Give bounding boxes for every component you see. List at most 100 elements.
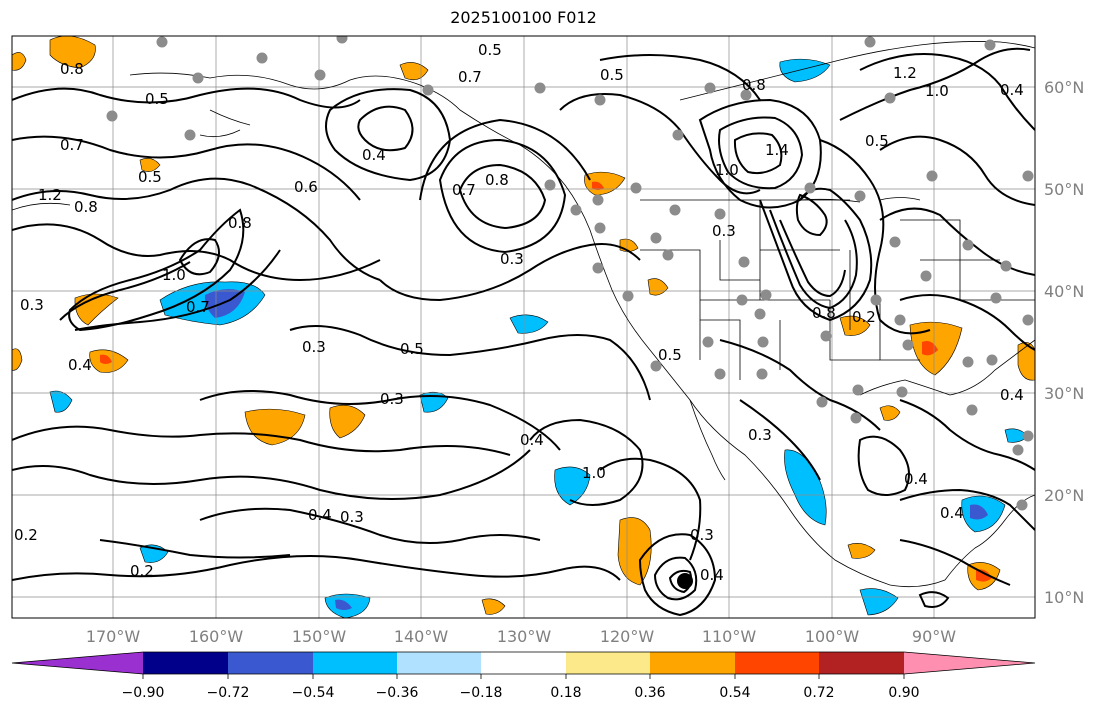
contour-label: 0.4 <box>68 356 92 374</box>
contour-lines <box>12 47 1035 617</box>
contour-label: 0.8 <box>60 60 84 78</box>
lat-label: 30°N <box>1044 384 1084 403</box>
contour-label: 0.4 <box>1000 81 1024 99</box>
contour-label: 1.0 <box>715 161 739 179</box>
anomaly-patch <box>859 588 899 616</box>
contour-label: 0.7 <box>60 136 84 154</box>
anomaly-patch <box>12 52 27 71</box>
lon-label: 110°W <box>702 627 757 646</box>
lat-label: 40°N <box>1044 282 1084 301</box>
anomaly-patch <box>879 405 901 421</box>
anomaly-patch <box>509 314 549 334</box>
map-title: 2025100100 F012 <box>450 8 597 27</box>
colorbar-segment <box>904 652 1035 674</box>
colorbar-tick-label: 0.72 <box>803 685 834 701</box>
lon-label: 100°W <box>805 627 860 646</box>
anomaly-patch <box>335 599 352 610</box>
anomaly-patch <box>139 158 161 172</box>
contour-label: 1.2 <box>38 186 62 204</box>
contour-label: 0.4 <box>904 470 928 488</box>
contour-label: 0.5 <box>600 66 624 84</box>
latitude-labels: 60°N 50°N 40°N 30°N 20°N 10°N <box>1044 78 1084 607</box>
lon-label: 120°W <box>600 627 655 646</box>
contour-label: 0.4 <box>520 431 544 449</box>
lon-label: 170°W <box>86 627 141 646</box>
lon-label: 90°W <box>912 627 956 646</box>
contour-label: 0.3 <box>340 508 364 526</box>
colorbar-segment <box>481 652 566 674</box>
contour-label: 1.0 <box>162 266 186 284</box>
colorbar-tick-label: −0.72 <box>207 685 250 701</box>
anomaly-patch <box>329 404 366 439</box>
anomaly-patch <box>976 569 992 582</box>
anomaly-patch <box>592 181 604 190</box>
anomaly-patch <box>554 466 591 506</box>
anomaly-patch <box>12 348 23 371</box>
contour-label: 0.5 <box>478 41 502 59</box>
contour-label: 1.4 <box>765 141 789 159</box>
contour-label: 0.8 <box>228 214 252 232</box>
colorbar-tick-label: −0.54 <box>292 685 335 701</box>
contour-label: 1.0 <box>582 464 606 482</box>
contour-label: 0.5 <box>138 168 162 186</box>
contour-label: 0.2 <box>852 308 876 326</box>
colorbar-segment <box>397 652 481 674</box>
lon-label: 130°W <box>497 627 552 646</box>
colorbar-segment <box>143 652 228 674</box>
anomaly-patch <box>100 354 112 364</box>
longitude-labels: 170°W 160°W 150°W 140°W 130°W 120°W 110°… <box>86 627 956 646</box>
colorbar-tick-label: 0.54 <box>719 685 750 701</box>
contour-label: 1.2 <box>893 64 917 82</box>
map-plot-area: 0.5 0.7 0.8 0.5 1.2 1.0 0.4 0.7 0.5 0.4 … <box>12 36 1035 618</box>
contour-label: 0.2 <box>130 562 154 580</box>
contour-label: 0.7 <box>186 298 210 316</box>
colorbar-tick-label: 0.18 <box>550 685 581 701</box>
lat-label: 60°N <box>1044 78 1084 97</box>
colorbar-segment <box>650 652 735 674</box>
colorbar-segment <box>228 652 313 674</box>
contour-label: 0.4 <box>362 146 386 164</box>
colorbar-segment <box>12 652 143 674</box>
colorbar-tick-label: 0.90 <box>888 685 919 701</box>
station-markers <box>106 36 1034 511</box>
contour-label-layer: 0.5 0.7 0.8 0.5 1.2 1.0 0.4 0.7 0.5 0.4 … <box>14 41 1024 584</box>
coastlines <box>12 41 1035 588</box>
contour-label: 0.8 <box>742 76 766 94</box>
contour-label: 0.4 <box>700 566 724 584</box>
contour-label: 0.3 <box>500 250 524 268</box>
contour-label: 0.7 <box>452 181 476 199</box>
contour-label: 0.8 <box>485 171 509 189</box>
anomaly-patch <box>970 504 988 520</box>
contour-label: 0.3 <box>20 296 44 314</box>
contour-label: 0.4 <box>940 504 964 522</box>
anomaly-patch <box>617 517 652 586</box>
contour-label: 0.8 <box>74 198 98 216</box>
colorbar: −0.90 −0.72 −0.54 −0.36 −0.18 0.18 0.36 … <box>11 651 1036 701</box>
anomaly-fill-layer <box>12 36 1035 618</box>
lon-label: 150°W <box>292 627 347 646</box>
contour-label: 0.5 <box>400 340 424 358</box>
contour-label: 0.5 <box>658 346 682 364</box>
lon-label: 140°W <box>394 627 449 646</box>
low-center-marker <box>677 573 693 589</box>
contour-label: 0.3 <box>690 526 714 544</box>
colorbar-segment <box>313 652 397 674</box>
contour-label: 0.3 <box>712 222 736 240</box>
contour-label: 0.8 <box>812 304 836 322</box>
colorbar-segment <box>735 652 819 674</box>
contour-label: 0.3 <box>380 390 404 408</box>
map-frame <box>11 35 1036 619</box>
contour-label: 0.4 <box>308 506 332 524</box>
colorbar-tick-label: 0.36 <box>634 685 665 701</box>
anomaly-patch <box>847 543 876 559</box>
lat-label: 20°N <box>1044 486 1084 505</box>
lat-label: 10°N <box>1044 588 1084 607</box>
contour-label: 0.3 <box>748 426 772 444</box>
anomaly-patch <box>481 598 506 615</box>
anomaly-patch <box>839 315 871 336</box>
colorbar-segment <box>819 652 904 674</box>
contour-label: 0.6 <box>294 178 318 196</box>
contour-label: 1.0 <box>925 82 949 100</box>
colorbar-tick-label: −0.90 <box>122 685 165 701</box>
colorbar-tick-label: −0.18 <box>460 685 503 701</box>
